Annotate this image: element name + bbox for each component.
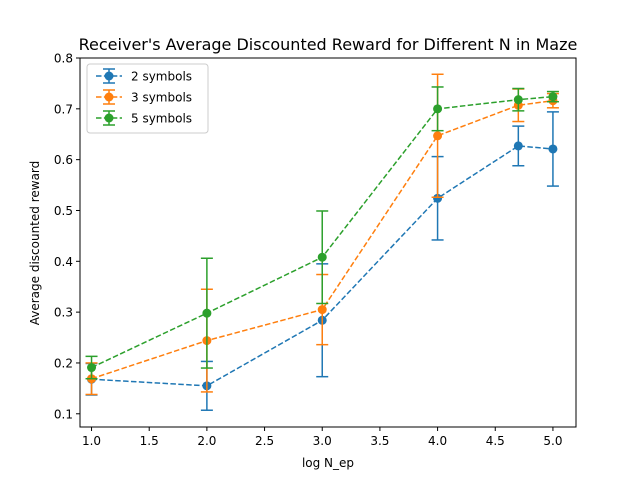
data-point <box>548 144 558 154</box>
series-line <box>91 145 553 387</box>
x-tick-label: 1.5 <box>140 434 159 448</box>
data-point <box>317 305 327 315</box>
data-point <box>317 252 327 262</box>
y-tick-label: 0.8 <box>54 52 73 66</box>
x-tick-label: 1.0 <box>82 434 101 448</box>
legend-marker <box>104 71 114 81</box>
plot-area: 1.0 1.5 2.0 2.5 3.0 3.5 4.0 4.5 5.0 0.1 0.2 0.3 0.4 0… <box>54 52 577 448</box>
x-axis-label: log N_ep <box>302 456 354 470</box>
data-point <box>548 92 558 102</box>
y-tick-label: 0.3 <box>54 306 73 320</box>
y-tick-label: 0.7 <box>54 102 73 116</box>
legend: 2 symbols 3 symbols 5 symbols <box>86 63 209 134</box>
axes-frame <box>79 57 577 428</box>
series-line <box>91 95 553 369</box>
legend-label: 2 symbols <box>131 70 192 84</box>
data-point <box>433 104 443 114</box>
y-tick-label: 0.1 <box>54 407 73 421</box>
series-3 <box>85 86 559 380</box>
y-tick-label: 0.2 <box>54 356 73 370</box>
legend-label: 5 symbols <box>131 112 192 126</box>
legend-marker <box>104 92 114 102</box>
chart-title: Receiver's Average Discounted Reward for… <box>79 35 578 54</box>
legend-box <box>86 63 209 134</box>
y-tick-label: 0.4 <box>54 255 73 269</box>
data-point <box>513 141 523 151</box>
x-tick-label: 5.0 <box>543 434 562 448</box>
x-tick-label: 4.0 <box>428 434 447 448</box>
x-tick-label: 3.0 <box>313 434 332 448</box>
legend-label: 3 symbols <box>131 91 192 105</box>
x-tick-label: 3.5 <box>370 434 389 448</box>
y-tick-label: 0.5 <box>54 204 73 218</box>
y-axis-label: Average discounted reward <box>28 161 42 326</box>
legend-entry-1: 2 symbols <box>96 68 192 84</box>
series-line <box>91 99 554 380</box>
data-point <box>433 131 443 141</box>
data-point <box>87 363 97 373</box>
x-tick-label: 2.5 <box>255 434 274 448</box>
legend-entry-2: 3 symbols <box>96 89 192 105</box>
x-tick-label: 2.0 <box>197 434 216 448</box>
legend-entry-3: 5 symbols <box>96 110 192 126</box>
x-tick-label: 4.5 <box>486 434 505 448</box>
y-tick-label: 0.6 <box>54 153 73 167</box>
legend-marker <box>104 113 114 123</box>
data-point <box>202 308 212 318</box>
data-point <box>513 95 523 105</box>
data-point <box>433 193 443 203</box>
